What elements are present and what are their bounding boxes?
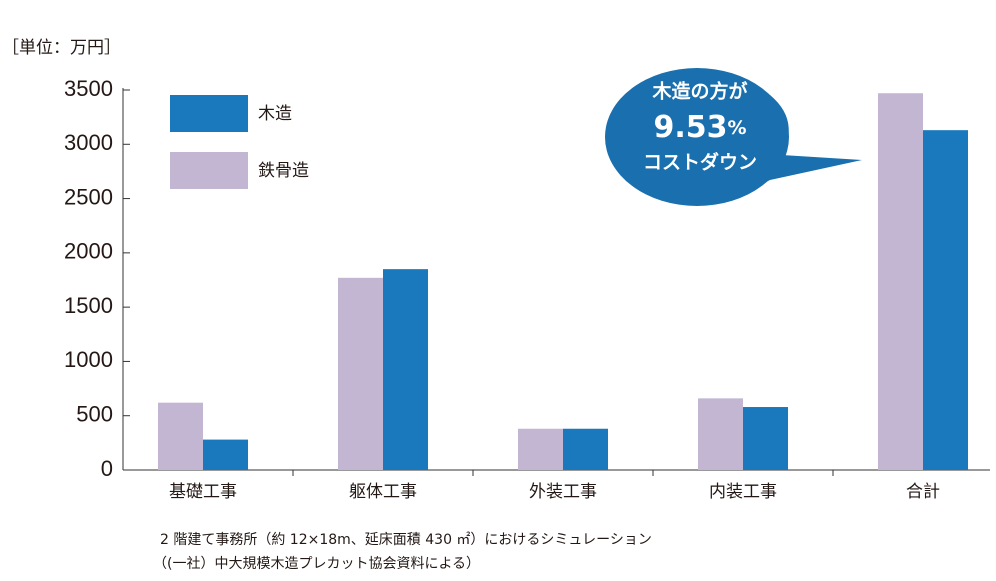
callout-text: コストダウン	[643, 151, 757, 174]
y-tick-label: 500	[76, 402, 113, 427]
y-tick-label: 1500	[64, 293, 113, 318]
bar	[338, 277, 383, 470]
y-tick-label: 2500	[64, 184, 113, 209]
legend-swatch	[170, 152, 248, 189]
callout-text: 9.53%	[653, 110, 746, 145]
note: （(一社）中大規模木造プレカット協会資料による）	[153, 556, 480, 572]
x-tick-label: 躯体工事	[349, 482, 417, 502]
bar	[383, 269, 428, 470]
bar	[203, 439, 248, 470]
bar	[878, 93, 923, 470]
bar	[563, 428, 608, 470]
callout-number: 9.53	[653, 110, 727, 145]
x-tick-label: 内装工事	[709, 482, 777, 502]
y-tick-label: 3000	[64, 130, 113, 155]
callout-text: 木造の方が	[651, 80, 747, 103]
y-tick-label: 1000	[64, 347, 113, 372]
legend-label: 木造	[258, 104, 292, 124]
legend-swatch	[170, 95, 248, 132]
callout-unit: %	[727, 117, 746, 139]
y-tick-label: 2000	[64, 239, 113, 264]
bar	[518, 428, 563, 470]
y-tick-label: 0	[101, 456, 113, 481]
bar	[923, 130, 968, 470]
x-tick-label: 基礎工事	[169, 482, 237, 502]
x-tick-label: 合計	[906, 482, 940, 502]
legend-label: 鉄骨造	[258, 161, 309, 181]
bar	[158, 402, 203, 470]
bar	[698, 398, 743, 470]
callout-bubble	[605, 68, 789, 206]
x-tick-label: 外装工事	[529, 482, 597, 502]
bar	[743, 407, 788, 470]
unit-label: ［単位：万円］	[2, 38, 121, 58]
note: 2 階建て事務所（約 12×18m、延床面積 430 ㎡）におけるシミュレーショ…	[160, 532, 652, 548]
y-tick-label: 3500	[64, 76, 113, 101]
